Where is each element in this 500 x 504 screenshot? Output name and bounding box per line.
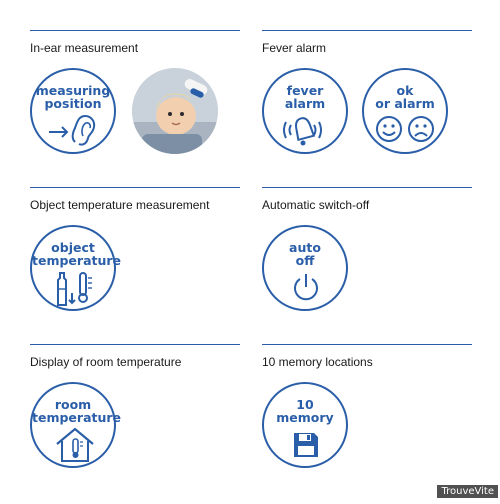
watermark: TrouveVite — [437, 485, 498, 498]
feature-title: 10 memory locations — [262, 355, 373, 369]
divider — [262, 187, 472, 188]
auto-off-badge: auto off — [262, 225, 348, 311]
feature-in-ear-measurement: In-ear measurement measuring position — [30, 30, 250, 190]
measuring-position-badge: measuring position — [30, 68, 116, 154]
divider — [30, 30, 240, 31]
badge-label: off — [295, 253, 315, 268]
child-ear-photo — [132, 68, 218, 154]
badge-label: ok — [396, 83, 414, 98]
feature-room-temperature: Display of room temperature room tempera… — [30, 344, 250, 504]
ear-icon — [49, 114, 96, 146]
room-temperature-badge: room temperature — [30, 382, 122, 468]
badge-label: memory — [276, 410, 334, 425]
badge-label: measuring — [35, 83, 111, 98]
smiley-faces-icon — [376, 116, 434, 142]
badge-label: position — [44, 96, 102, 111]
fever-alarm-badge: fever alarm — [262, 68, 348, 154]
feature-fever-alarm: Fever alarm fever alarm ok or alarm — [262, 30, 482, 190]
house-thermometer-icon — [56, 427, 94, 462]
badge-label: or alarm — [375, 96, 435, 111]
badge-label: object — [51, 240, 95, 255]
divider — [30, 187, 240, 188]
divider — [262, 344, 472, 345]
floppy-disk-icon — [294, 433, 318, 457]
feature-object-temperature: Object temperature measurement object te… — [30, 187, 250, 347]
feature-title: Automatic switch-off — [262, 198, 370, 212]
ok-or-alarm-badge: ok or alarm — [362, 68, 448, 154]
bottle-thermometer-icon — [57, 272, 92, 306]
memory-badge: 10 memory — [262, 382, 348, 468]
badge-label: temperature — [32, 410, 122, 425]
divider — [30, 344, 240, 345]
badge-label: alarm — [284, 96, 326, 111]
badge-label: 10 — [296, 397, 314, 412]
object-temperature-badge: object temperature — [30, 225, 122, 311]
badge-label: auto — [289, 240, 321, 255]
feature-automatic-switch-off: Automatic switch-off auto off — [262, 187, 482, 347]
power-icon — [294, 274, 318, 301]
feature-memory-locations: 10 memory locations 10 memory — [262, 344, 482, 504]
feature-title: Object temperature measurement — [30, 198, 210, 212]
badge-label: room — [54, 397, 92, 412]
feature-title: Display of room temperature — [30, 355, 182, 369]
divider — [262, 30, 472, 31]
badge-label: fever — [286, 83, 324, 98]
bell-icon — [283, 117, 322, 146]
badge-label: temperature — [32, 253, 122, 268]
feature-title: In-ear measurement — [30, 41, 139, 55]
feature-title: Fever alarm — [262, 41, 327, 55]
